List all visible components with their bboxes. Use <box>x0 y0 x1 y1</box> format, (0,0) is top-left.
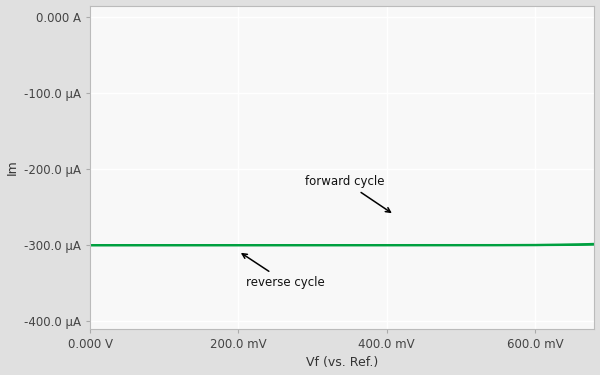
Text: reverse cycle: reverse cycle <box>242 254 325 289</box>
Y-axis label: Im: Im <box>5 159 19 175</box>
X-axis label: Vf (vs. Ref.): Vf (vs. Ref.) <box>306 357 379 369</box>
Text: forward cycle: forward cycle <box>305 175 391 212</box>
